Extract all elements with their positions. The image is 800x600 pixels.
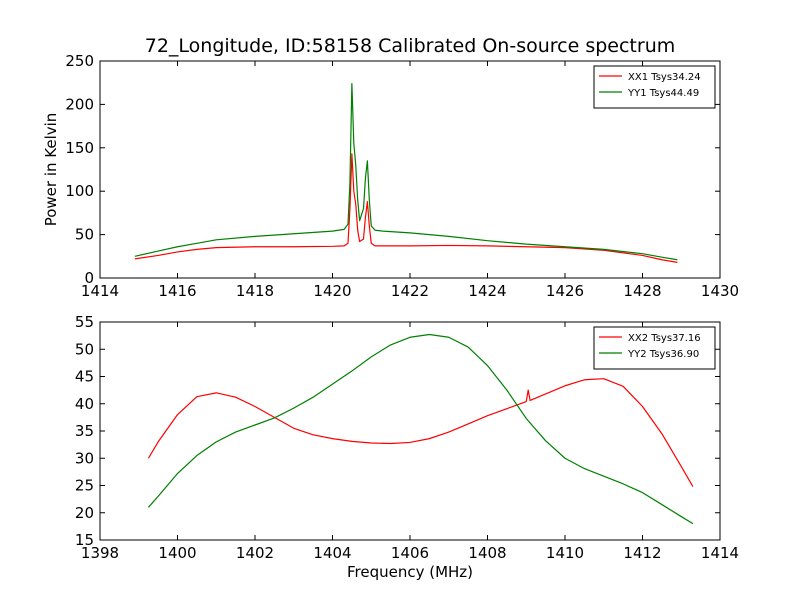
chart-1-y-tick-label: 150 (65, 139, 94, 157)
chart-1-x-tick-label: 1420 (313, 282, 351, 300)
chart-1-y-tick-label: 250 (65, 52, 94, 70)
chart-2-y-tick-label: 50 (75, 340, 94, 358)
chart-2-y-tick-label: 40 (75, 395, 94, 413)
chart-1-series-line-2 (134, 82, 678, 261)
chart-1-legend-entry: XX1 Tsys34.24 (628, 72, 701, 83)
figure-title: 72_Longitude, ID:58158 Calibrated On-sou… (145, 35, 676, 57)
chart-2-x-tick-label: 1412 (623, 544, 661, 562)
chart-1-legend (593, 65, 716, 109)
chart-1-x-tick-label: 1418 (236, 282, 274, 300)
chart-2-y-tick-label: 55 (75, 313, 94, 331)
chart-2-x-tick-label: 1400 (158, 544, 196, 562)
chart-2-y-tick-label: 45 (75, 368, 94, 386)
chart-2-y-tick-label: 30 (75, 449, 94, 467)
bottom-spectrum-panel: 1398 1400 1402 1404 1406 1408 1410 1412 1414 15 20… (75, 313, 739, 581)
chart-1-x-tick-label: 1428 (623, 282, 661, 300)
chart-1-y-axis-label: Power in Kelvin (42, 113, 60, 227)
chart-2-x-tick-label: 1408 (468, 544, 506, 562)
chart-1-x-tick-label: 1424 (468, 282, 506, 300)
chart-2-x-tick-label: 1404 (313, 544, 351, 562)
chart-2-series-line-1 (147, 378, 694, 487)
chart-2-x-tick-label: 1414 (701, 544, 739, 562)
chart-1-y-tick-label: 200 (65, 95, 94, 113)
chart-1-series-line-1 (134, 153, 678, 263)
chart-1-y-tick-label: 0 (84, 269, 94, 287)
chart-2-x-tick-label: 1402 (236, 544, 274, 562)
chart-1-y-tick-label: 50 (75, 226, 94, 244)
chart-1-x-tick-label: 1414 (81, 282, 119, 300)
chart-1-x-tick-label: 1422 (391, 282, 429, 300)
chart-2-y-tick-label: 25 (75, 477, 94, 495)
chart-2-legend-entry: XX2 Tsys37.16 (628, 333, 701, 344)
chart-2-x-axis-label: Frequency (MHz) (347, 563, 473, 581)
chart-2-x-tick-label: 1410 (546, 544, 584, 562)
chart-1-x-tick-label: 1416 (158, 282, 196, 300)
chart-2-y-tick-label: 20 (75, 504, 94, 522)
chart-1-y-tick-label: 100 (65, 182, 94, 200)
chart-2-y-tick-label: 15 (75, 531, 94, 549)
chart-2-legend-entry: YY2 Tsys36.90 (627, 349, 699, 360)
chart-2-x-tick-label: 1398 (81, 544, 119, 562)
chart-1-x-tick-label: 1430 (701, 282, 739, 300)
chart-2-x-tick-label: 1406 (391, 544, 429, 562)
chart-1-legend-entry: YY1 Tsys44.49 (627, 88, 699, 99)
top-spectrum-panel: 1414 1416 1418 1420 1422 1424 1426 1428 1430 0 50 1… (42, 52, 739, 300)
chart-2-legend (593, 326, 716, 370)
chart-1-x-tick-label: 1426 (546, 282, 584, 300)
chart-2-y-tick-label: 35 (75, 422, 94, 440)
chart-2-series-line-2 (147, 333, 694, 525)
